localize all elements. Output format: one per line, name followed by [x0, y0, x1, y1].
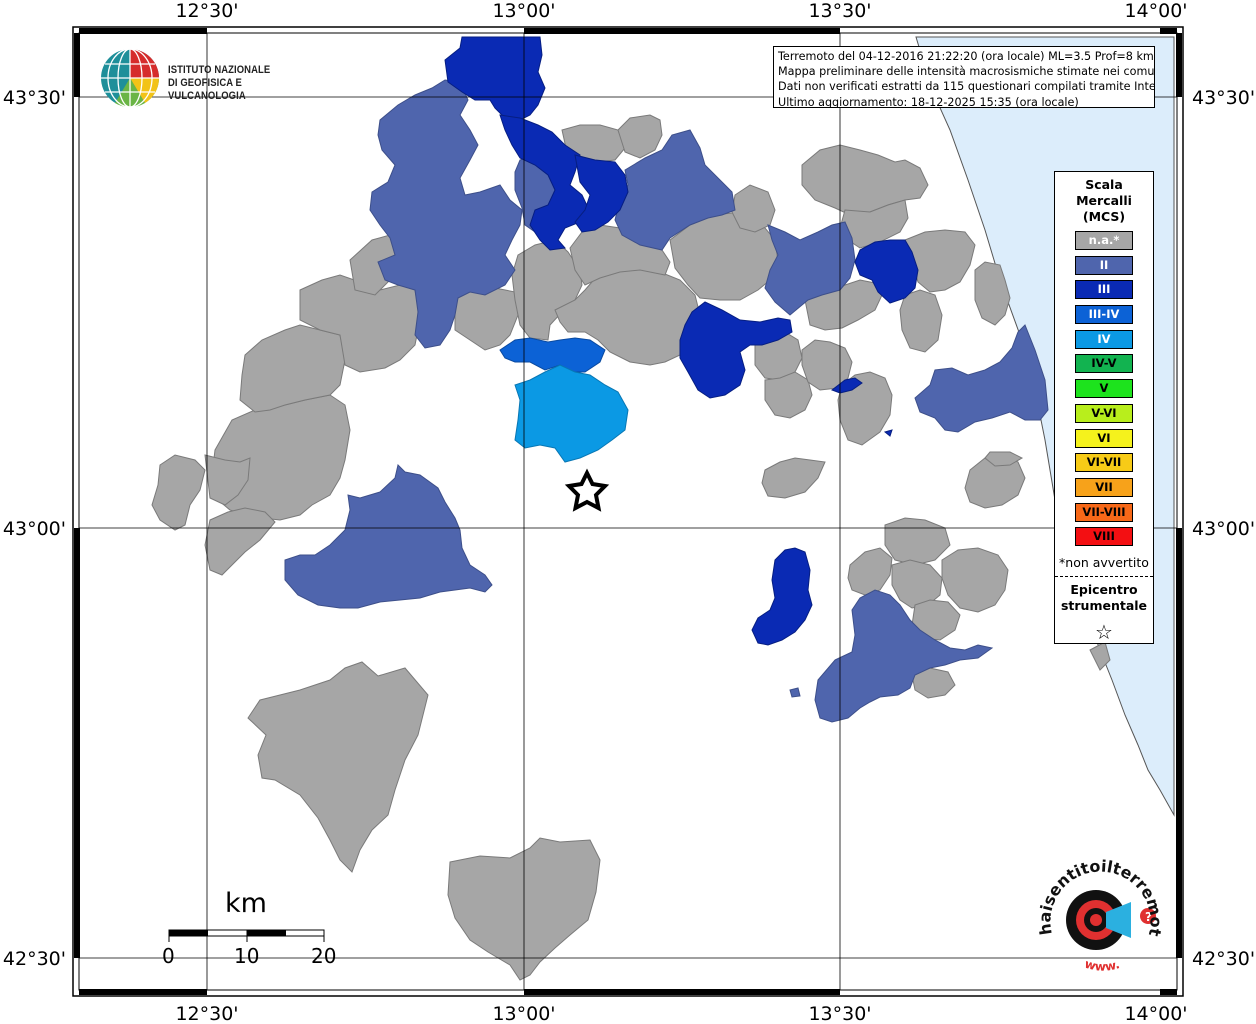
- municipalities-IV: [514, 364, 629, 463]
- hsit-logo-prefix: www.: [1083, 957, 1121, 974]
- legend-item-iiiiv: III-IV: [1075, 305, 1133, 325]
- lat-tick-label: 42°30': [1192, 948, 1255, 970]
- scale-bar-label: 0: [162, 944, 175, 968]
- lon-tick-label: 13°00': [492, 0, 555, 22]
- legend-item-vii: VII: [1075, 477, 1133, 497]
- lat-tick-label: 42°30': [3, 948, 66, 970]
- lon-tick-label: 13°00': [492, 1003, 555, 1024]
- lat-tick-label: 43°30': [3, 87, 66, 109]
- lat-ticks-left: 43°30' 43°00' 42°30': [3, 87, 66, 970]
- legend-item-ii: II: [1075, 255, 1133, 275]
- lon-tick-label: 12°30': [175, 0, 238, 22]
- legend-item-vvi: V-VI: [1075, 403, 1133, 423]
- event-info-line1: Terremoto del 04-12-2016 21:22:20 (ora l…: [778, 50, 1154, 63]
- legend-title: Scala Mercalli (MCS): [1055, 177, 1153, 225]
- legend-item-viii: VIII: [1075, 527, 1133, 547]
- lon-tick-label: 13°30': [808, 1003, 871, 1024]
- ingv-logo-line1: ISTITUTO NAZIONALE: [168, 64, 271, 76]
- event-info-line3: Dati non verificati estratti da 115 ques…: [778, 80, 1155, 94]
- map-frame: [72, 26, 1184, 997]
- lon-tick-label: 13°30': [808, 0, 871, 22]
- lon-tick-label: 14°00': [1124, 0, 1187, 22]
- scale-bar-label: 10: [234, 944, 260, 968]
- legend-item-v: V: [1075, 379, 1133, 399]
- scale-bar-label: 20: [311, 944, 337, 968]
- event-info-line4: Ultimo aggiornamento: 18-12-2025 15:35 (…: [778, 95, 1079, 108]
- legend-item-vivii: VI-VII: [1075, 453, 1133, 473]
- intensity-legend: Scala Mercalli (MCS) n.a.* II III III-IV IV I…: [1054, 171, 1154, 644]
- legend-separator: [1055, 576, 1153, 578]
- municipalities-III: [444, 36, 919, 646]
- lon-ticks-bottom: 12°30' 13°00' 13°30' 14°00': [175, 1003, 1187, 1024]
- scale-bar: km 0 10 20: [160, 888, 340, 968]
- legend-item-iii: III: [1075, 280, 1133, 300]
- legend-epicenter-label: Epicentro strumentale: [1055, 582, 1153, 614]
- municipalities-II: [284, 79, 1049, 723]
- scale-bar-graphic: [168, 929, 325, 942]
- legend-item-vi: VI: [1075, 428, 1133, 448]
- municipalities-na: [151, 114, 1111, 981]
- legend-item-ivv: IV-V: [1075, 354, 1133, 374]
- lon-tick-label: 12°30': [175, 1003, 238, 1024]
- svg-text:?: ?: [1145, 910, 1152, 924]
- lat-ticks-right: 43°30' 43°00' 42°30': [1192, 87, 1255, 970]
- legend-items: n.a.* II III III-IV IV IV-V V V-VI VI VI-VII VII VI…: [1055, 231, 1153, 547]
- svg-text:www.: www.: [1083, 957, 1121, 974]
- legend-item-viiviii: VII-VIII: [1075, 502, 1133, 522]
- legend-epicenter-text: Epicentro strumentale: [1060, 582, 1148, 614]
- legend-item-na: n.a.*: [1075, 231, 1133, 250]
- hsit-logo: ? haisentitoilterremoto.it www.: [1031, 837, 1166, 982]
- legend-item-iv: IV: [1075, 329, 1133, 349]
- legend-epicenter-star-icon: ☆: [1095, 620, 1113, 645]
- lat-tick-label: 43°30': [1192, 87, 1255, 109]
- scale-bar-unit: km: [225, 888, 267, 919]
- municipalities-III-IV: [499, 337, 606, 373]
- globe-icon: [101, 48, 160, 108]
- lat-tick-label: 43°00': [3, 518, 66, 540]
- legend-title-text: Scala Mercalli (MCS): [1076, 177, 1132, 224]
- ingv-logo-line2: DI GEOFISICA E VULCANOLOGIA: [168, 77, 246, 102]
- lon-tick-label: 14°00': [1124, 1003, 1187, 1024]
- lon-ticks-top: 12°30' 13°00' 13°30' 14°00': [175, 0, 1187, 22]
- event-info-line2: Mappa preliminare delle intensità macros…: [778, 65, 1155, 79]
- legend-note: *non avvertito: [1059, 555, 1149, 571]
- event-info-box: Terremoto del 04-12-2016 21:22:20 (ora l…: [773, 46, 1155, 108]
- epicenter-star-icon[interactable]: [564, 468, 610, 512]
- ingv-logo: ISTITUTO NAZIONALE DI GEOFISICA E VULCAN…: [100, 48, 330, 108]
- hsit-logo-graphic: ? haisentitoilterremoto.it www.: [1031, 837, 1166, 974]
- lat-tick-label: 43°00': [1192, 518, 1255, 540]
